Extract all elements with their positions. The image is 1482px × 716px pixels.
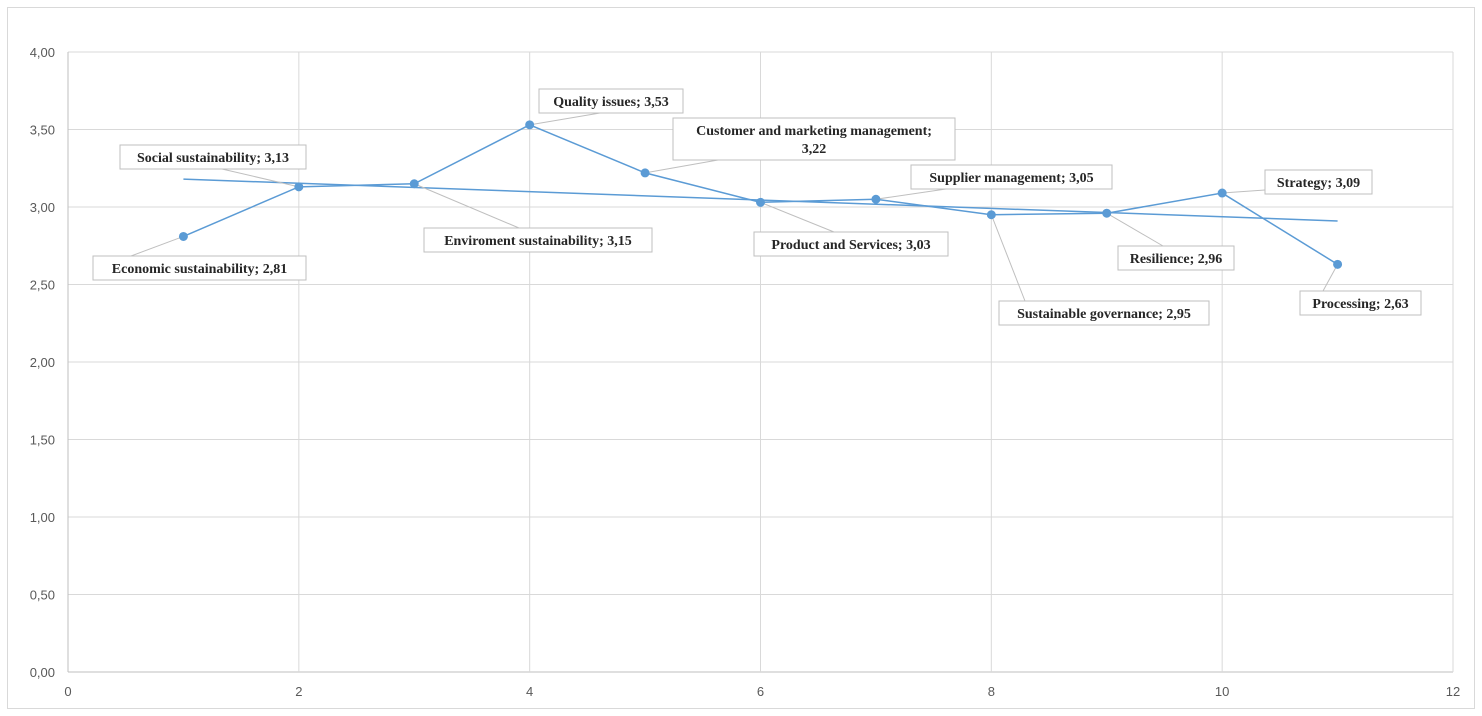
data-label: Enviroment sustainability; 3,15 xyxy=(444,234,632,249)
data-label: Quality issues; 3,53 xyxy=(553,95,669,110)
y-tick-label: 4,00 xyxy=(30,45,55,60)
data-label-box xyxy=(119,144,307,170)
data-label-box xyxy=(92,255,307,281)
label-leader-line xyxy=(1322,264,1339,292)
label-leader-line xyxy=(990,214,1026,302)
data-label: Economic sustainability; 2,81 xyxy=(112,262,287,277)
data-point xyxy=(525,120,535,130)
data-label-box xyxy=(910,164,1113,190)
data-label: Strategy; 3,09 xyxy=(1277,176,1360,191)
data-point xyxy=(1333,259,1343,269)
x-tick-label: 0 xyxy=(64,684,71,699)
y-tick-label: 0,00 xyxy=(30,665,55,680)
data-label: Supplier management; 3,05 xyxy=(929,171,1093,186)
data-label-box xyxy=(538,88,684,114)
data-label: Customer and marketing management; 3,22 xyxy=(696,124,932,157)
label-leader-line xyxy=(130,235,184,257)
label-leader-line xyxy=(221,168,299,188)
x-tick-label: 10 xyxy=(1215,684,1229,699)
data-points xyxy=(178,120,1343,269)
x-tick-label: 8 xyxy=(988,684,995,699)
label-leader-line xyxy=(875,188,947,200)
data-point xyxy=(1102,208,1112,218)
data-point xyxy=(409,179,419,189)
data-label: Product and Services; 3,03 xyxy=(771,238,930,253)
leader-lines xyxy=(130,112,1339,302)
axis-ticks: 0,00 0,50 1,00 1,50 2,00 2,50 3,00 3,50 4,00 0 2 4 6… xyxy=(30,45,1461,699)
data-label: Social sustainability; 3,13 xyxy=(137,151,289,166)
data-point xyxy=(986,210,996,220)
label-leader-line xyxy=(414,183,520,229)
data-label: Processing; 2,63 xyxy=(1312,297,1408,312)
x-tick-label: 2 xyxy=(295,684,302,699)
y-tick-label: 2,50 xyxy=(30,278,55,293)
y-tick-label: 1,50 xyxy=(30,433,55,448)
data-label: Resilience; 2,96 xyxy=(1130,252,1223,267)
y-tick-label: 3,00 xyxy=(30,200,55,215)
y-tick-label: 0,50 xyxy=(30,588,55,603)
y-tick-label: 3,50 xyxy=(30,123,55,138)
data-label: Sustainable governance; 2,95 xyxy=(1017,307,1191,322)
data-point xyxy=(1217,188,1227,198)
data-labels: Economic sustainability; 2,81 Social sust… xyxy=(92,88,1422,326)
data-label-box xyxy=(672,117,956,161)
data-label-box xyxy=(753,231,949,257)
data-label-box xyxy=(1264,169,1373,195)
label-leader-line xyxy=(644,159,719,174)
data-label-box xyxy=(423,227,653,253)
data-point xyxy=(871,194,881,204)
y-tick-label: 2,00 xyxy=(30,355,55,370)
label-leader-line xyxy=(1106,212,1164,247)
label-leader-line xyxy=(1222,189,1266,194)
label-leader-line xyxy=(760,201,835,233)
data-point xyxy=(294,182,304,192)
data-label-box xyxy=(1117,245,1235,271)
x-tick-label: 6 xyxy=(757,684,764,699)
label-leader-line xyxy=(529,112,601,126)
data-label-box xyxy=(998,300,1210,326)
x-tick-label: 12 xyxy=(1446,684,1460,699)
chart-frame xyxy=(7,7,1475,709)
data-point xyxy=(178,231,188,241)
data-point xyxy=(640,168,650,178)
y-tick-label: 1,00 xyxy=(30,510,55,525)
data-label-box xyxy=(1299,290,1422,316)
data-point xyxy=(756,197,765,207)
x-tick-label: 4 xyxy=(526,684,533,699)
